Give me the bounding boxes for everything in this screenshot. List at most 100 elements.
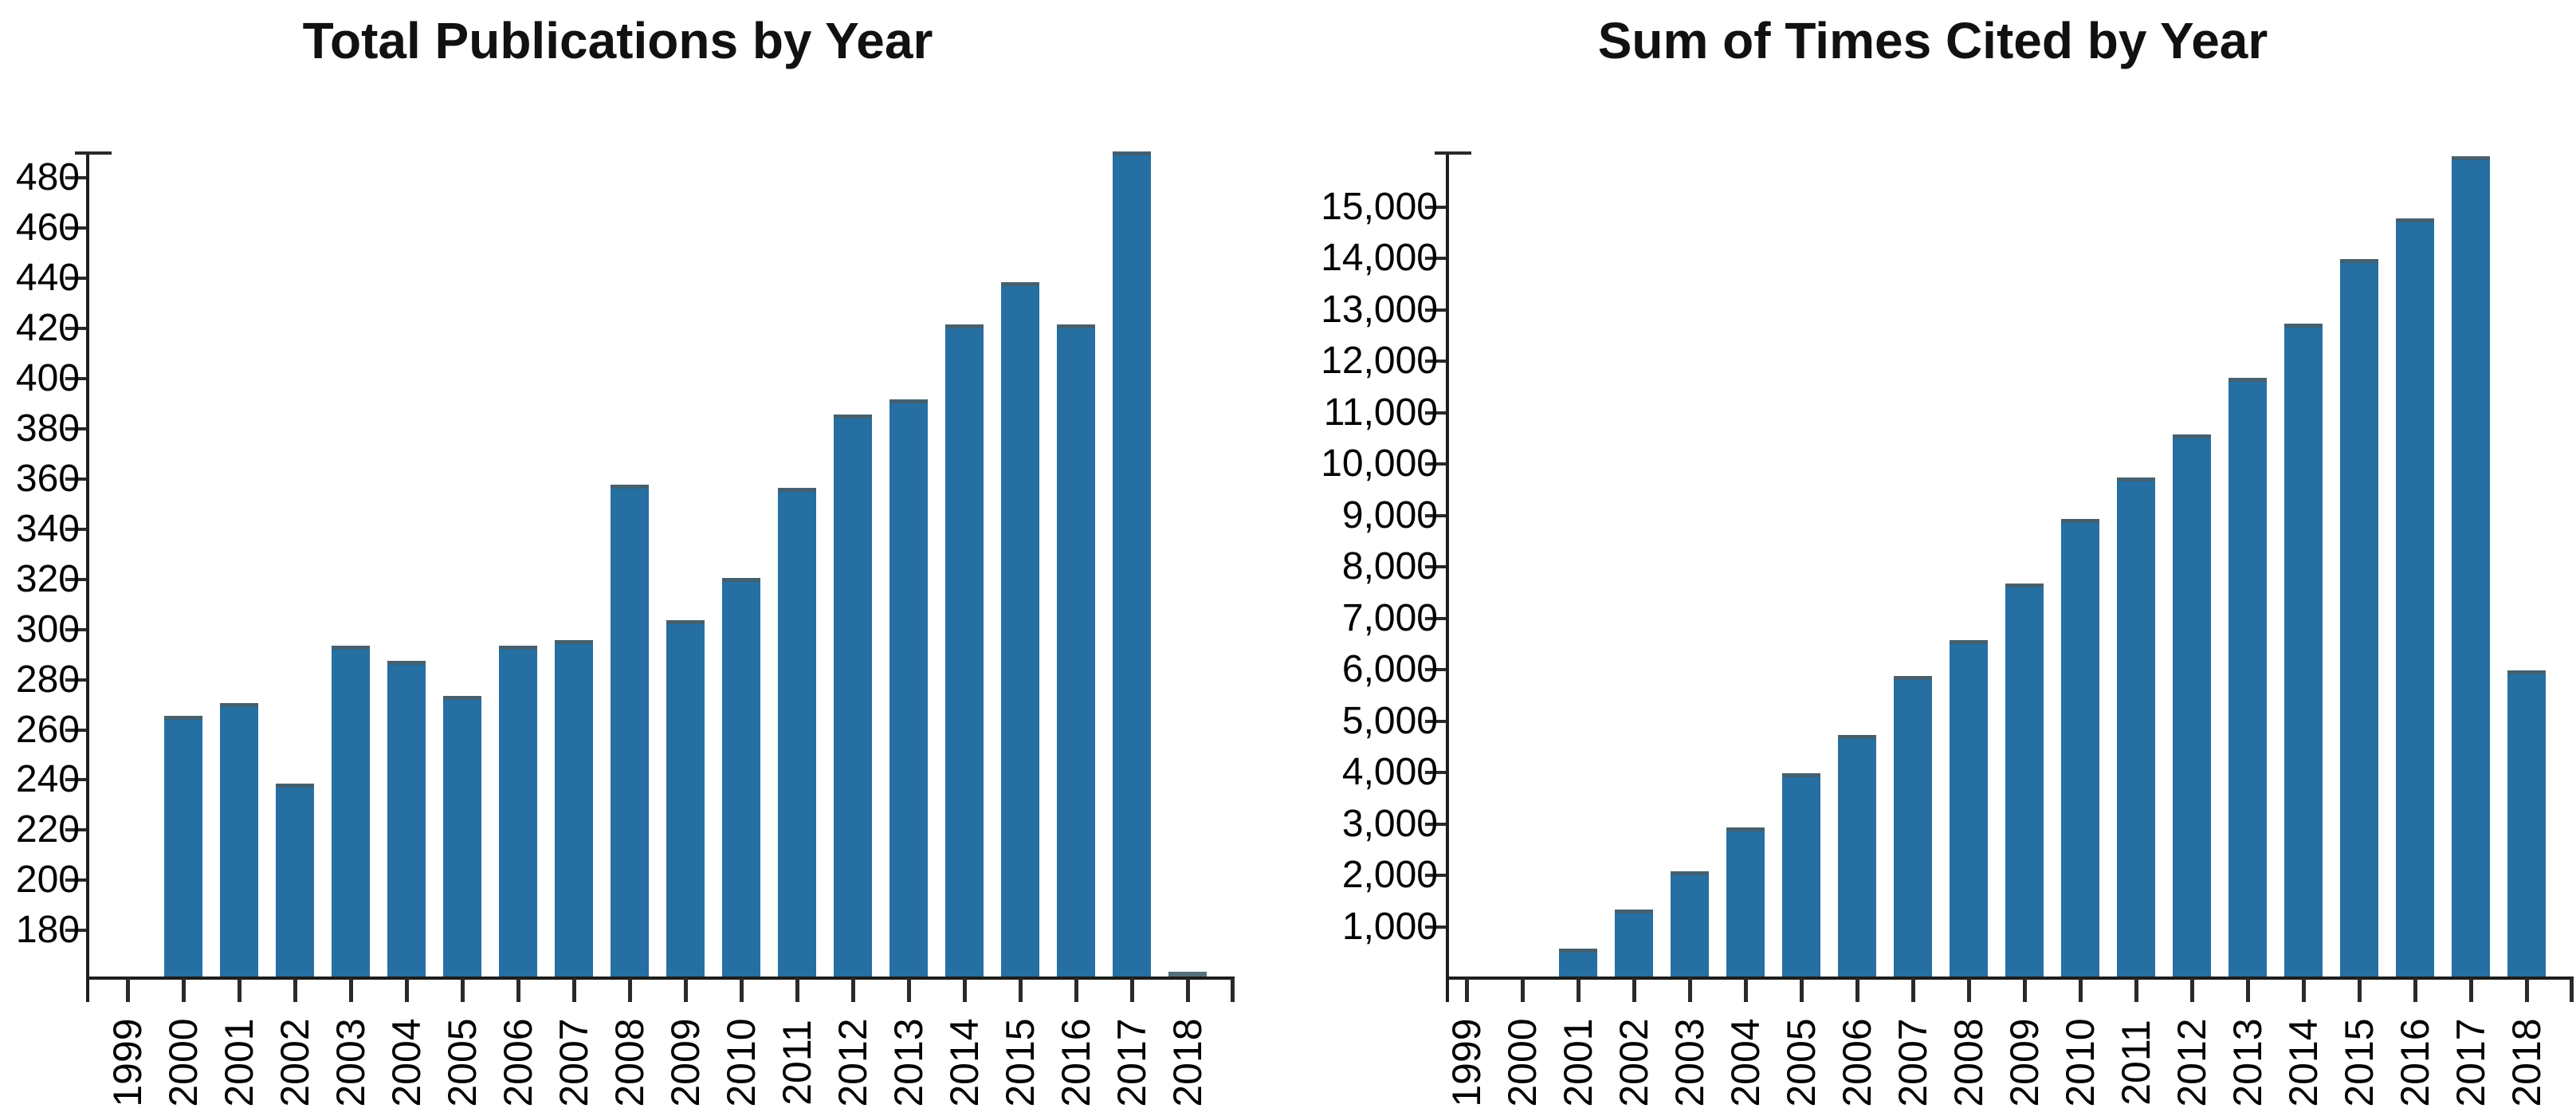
bar-publications-2000 (164, 715, 202, 977)
citations-x-label-2011: 2011 (2114, 1020, 2158, 1106)
citations-axis-top-cap-tick (1435, 151, 1471, 155)
citations-y-tick-label: 14,000 (1321, 237, 1438, 280)
citations-y-tick-3,000 (1425, 822, 1446, 826)
publications-y-tick-label: 240 (15, 758, 80, 801)
publications-y-tick-400 (65, 377, 86, 381)
citations-x-label-2015: 2015 (2337, 1018, 2382, 1107)
citations-y-tick-7,000 (1425, 616, 1446, 620)
citations-x-tick-2001 (1577, 978, 1581, 1002)
publications-x-label-2011: 2011 (775, 1020, 819, 1106)
citations-y-tick-6,000 (1425, 668, 1446, 672)
citations-y-tick-label: 13,000 (1321, 288, 1438, 331)
citations-x-label-2007: 2007 (1891, 1018, 1935, 1107)
publications-x-tick-2011 (795, 978, 799, 1002)
bar-citations-2018 (2507, 670, 2546, 977)
citations-y-tick-label: 15,000 (1321, 185, 1438, 228)
bar-citations-2015 (2340, 259, 2378, 977)
publications-y-axis (86, 151, 89, 1002)
citations-x-tick-2016 (2413, 978, 2417, 1002)
citations-y-tick-label: 3,000 (1341, 802, 1438, 845)
citations-x-tick-2002 (1632, 978, 1636, 1002)
publications-y-tick-320 (65, 577, 86, 581)
citations-x-label-2012: 2012 (2170, 1018, 2214, 1107)
bar-citations-2006 (1838, 734, 1876, 977)
publications-y-tick-200 (65, 878, 86, 882)
citations-x-tick-2007 (1911, 978, 1915, 1002)
citations-y-tick-label: 9,000 (1341, 493, 1438, 536)
citations-x-tick-2010 (2079, 978, 2083, 1002)
bar-citations-2004 (1726, 827, 1765, 977)
bar-citations-2007 (1894, 675, 1932, 977)
publications-x-tick-2017 (1130, 978, 1134, 1002)
bar-citations-2014 (2284, 324, 2323, 977)
citations-chart-title: Sum of Times Cited by Year (1597, 12, 2268, 69)
bar-citations-2011 (2117, 477, 2155, 977)
citations-x-axis-end-tick (2570, 978, 2574, 1002)
citations-x-tick-2008 (1967, 978, 1971, 1002)
publications-x-tick-2016 (1074, 978, 1078, 1002)
publications-x-label-2008: 2008 (607, 1018, 652, 1107)
publications-y-tick-label: 380 (15, 407, 80, 450)
publications-x-label-2017: 2017 (1109, 1018, 1154, 1107)
citations-x-axis (1446, 977, 2574, 980)
bar-publications-2007 (555, 640, 593, 977)
publications-x-label-2006: 2006 (496, 1018, 540, 1107)
publications-y-tick-480 (65, 176, 86, 180)
citations-x-label-2002: 2002 (1612, 1018, 1656, 1107)
citations-x-label-2004: 2004 (1723, 1018, 1768, 1107)
bar-publications-2002 (276, 783, 314, 977)
citations-y-tick-label: 1,000 (1341, 905, 1438, 948)
citations-x-tick-2018 (2525, 978, 2529, 1002)
publications-x-axis (86, 977, 1235, 980)
publications-y-tick-460 (65, 226, 86, 230)
citations-x-label-2013: 2013 (2225, 1018, 2270, 1107)
publications-y-tick-label: 480 (15, 156, 80, 199)
publications-x-tick-2007 (572, 978, 576, 1002)
bar-publications-2016 (1057, 324, 1095, 977)
citations-y-tick-label: 7,000 (1341, 596, 1438, 639)
publications-x-tick-2012 (851, 978, 855, 1002)
citations-y-tick-14,000 (1425, 257, 1446, 261)
citations-y-tick-10,000 (1425, 462, 1446, 466)
citations-x-tick-2003 (1688, 978, 1692, 1002)
publications-y-tick-label: 400 (15, 357, 80, 400)
publications-x-tick-2002 (293, 978, 297, 1002)
citations-y-axis (1446, 151, 1449, 1002)
bar-citations-2017 (2452, 156, 2490, 977)
bar-publications-2003 (332, 645, 370, 977)
citations-y-tick-12,000 (1425, 360, 1446, 364)
publications-x-label-2000: 2000 (161, 1018, 206, 1107)
citations-x-tick-2013 (2246, 978, 2250, 1002)
citations-x-label-2017: 2017 (2448, 1018, 2493, 1107)
bar-citations-2005 (1782, 773, 1820, 977)
bar-publications-2009 (666, 620, 705, 977)
citations-y-tick-13,000 (1425, 308, 1446, 312)
citations-y-tick-11,000 (1425, 411, 1446, 415)
citations-x-label-2008: 2008 (1946, 1018, 1991, 1107)
citations-x-label-2003: 2003 (1667, 1018, 1712, 1107)
citations-x-tick-2000 (1521, 978, 1525, 1002)
publications-x-label-2018: 2018 (1165, 1018, 1210, 1107)
citations-y-tick-label: 11,000 (1323, 391, 1438, 434)
citations-y-tick-label: 6,000 (1341, 648, 1438, 691)
publications-x-tick-2018 (1186, 978, 1190, 1002)
publications-x-axis-end-tick (1231, 978, 1235, 1002)
publications-y-tick-440 (65, 277, 86, 281)
publications-x-label-2009: 2009 (663, 1018, 708, 1107)
citations-x-label-2000: 2000 (1500, 1018, 1545, 1107)
publications-x-tick-2006 (516, 978, 520, 1002)
citations-y-tick-label: 8,000 (1341, 545, 1438, 588)
publications-y-tick-260 (65, 728, 86, 732)
publications-y-tick-280 (65, 678, 86, 682)
publications-x-label-2004: 2004 (384, 1018, 429, 1107)
citations-y-tick-1,000 (1425, 925, 1446, 929)
citations-x-tick-2017 (2469, 978, 2473, 1002)
bar-citations-2010 (2061, 519, 2099, 977)
bar-publications-2012 (834, 415, 872, 977)
citations-y-tick-8,000 (1425, 565, 1446, 569)
publications-x-tick-1999 (126, 978, 130, 1002)
publications-y-tick-label: 440 (15, 257, 80, 300)
publications-x-tick-2015 (1019, 978, 1023, 1002)
citations-x-label-2005: 2005 (1779, 1018, 1824, 1107)
publications-y-tick-220 (65, 828, 86, 832)
